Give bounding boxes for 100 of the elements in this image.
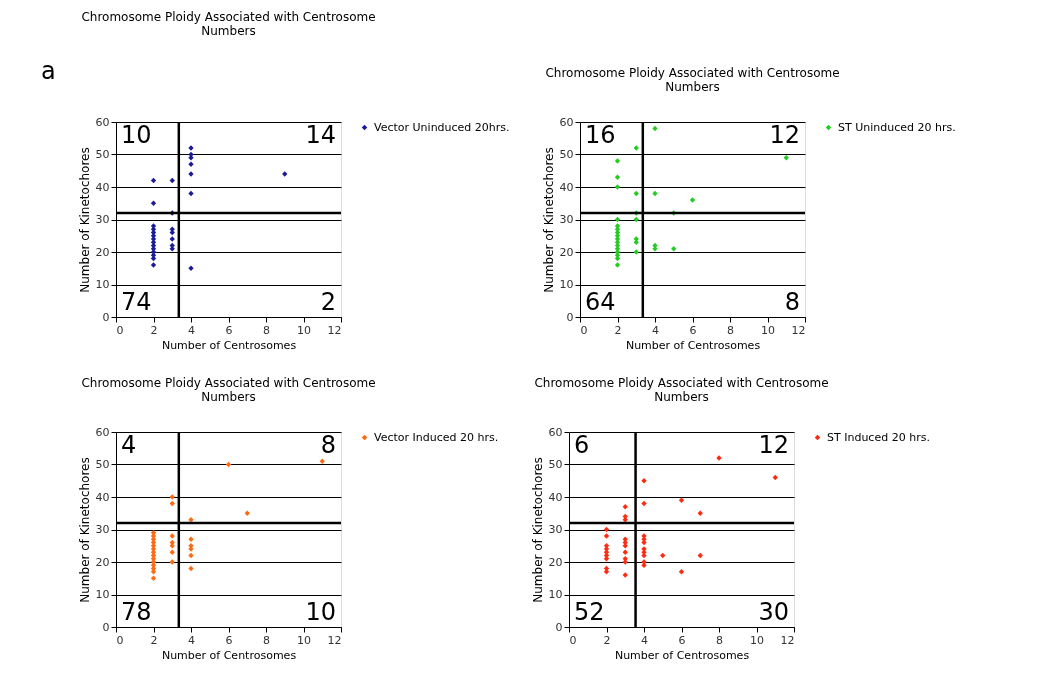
x-tick-label: 6 <box>225 633 233 647</box>
x-tick-label: 12 <box>780 633 795 647</box>
point <box>169 226 175 232</box>
y-tick-label: 20 <box>548 555 563 569</box>
x-axis-title: Number of Centrosomes <box>161 338 297 352</box>
y-tick-label: 10 <box>95 588 110 601</box>
y-tick-label: 40 <box>548 490 563 504</box>
point <box>652 125 658 132</box>
x-tick-label: 6 <box>689 323 697 337</box>
x-tick-label: 6 <box>678 633 686 647</box>
point <box>622 513 628 520</box>
point <box>603 526 610 533</box>
y-tick-label: 50 <box>95 458 110 471</box>
y-axis-title: Number of Kinetochores <box>77 457 92 603</box>
annotation: 8 <box>320 431 336 459</box>
y-tick-label: 30 <box>95 213 110 226</box>
x-tick-label: 12 <box>791 323 806 337</box>
point <box>772 474 778 481</box>
y-tick-label: 30 <box>95 523 110 536</box>
y-tick-label: 20 <box>559 245 574 259</box>
legend-label: Vector Uninduced 20hrs. <box>374 120 510 134</box>
point <box>633 216 639 223</box>
point <box>697 552 703 559</box>
annotation: 2 <box>320 288 336 316</box>
point <box>622 549 628 555</box>
y-tick-label: 10 <box>548 588 563 601</box>
annotation: 52 <box>574 598 605 626</box>
y-tick-label: 50 <box>95 148 110 161</box>
point <box>188 552 194 559</box>
x-tick-label: 2 <box>150 633 158 647</box>
y-tick-label: 20 <box>95 555 110 569</box>
x-tick-label: 0 <box>580 323 588 337</box>
annotation: 4 <box>121 431 137 459</box>
y-tick-label: 50 <box>548 458 563 471</box>
x-tick-label: 6 <box>225 323 233 337</box>
x-axis-title: Number of Centrosomes <box>625 338 761 352</box>
point <box>614 216 621 223</box>
point <box>641 500 647 507</box>
x-tick-label: 8 <box>716 633 723 647</box>
point <box>169 539 175 546</box>
text: a <box>41 57 56 85</box>
annotation: 64 <box>585 288 616 316</box>
point <box>614 174 621 180</box>
y-axis-title: Number of Kinetochores <box>541 147 556 293</box>
y-tick-label: 50 <box>559 148 574 161</box>
x-tick-label: 0 <box>116 323 124 337</box>
y-tick-label: 20 <box>95 245 110 259</box>
x-tick-label: 2 <box>603 633 611 647</box>
x-tick-label: 2 <box>150 323 158 337</box>
legend-label: ST Uninduced 20 hrs. <box>838 120 956 134</box>
y-tick-label: 30 <box>559 213 574 226</box>
point <box>603 565 610 572</box>
y-tick-label: 40 <box>559 180 574 194</box>
point <box>652 190 658 197</box>
x-tick-label: 12 <box>327 633 342 647</box>
x-tick-label: 8 <box>727 323 734 337</box>
point <box>697 510 703 516</box>
point <box>169 177 175 184</box>
annotation: 74 <box>121 288 152 316</box>
y-tick-label: 30 <box>548 523 563 536</box>
y-tick-label: 60 <box>559 115 574 129</box>
point <box>614 184 621 190</box>
y-tick-label: 0 <box>102 310 110 324</box>
point <box>603 533 610 539</box>
annotation: 10 <box>121 121 152 149</box>
annotation: 78 <box>121 598 152 626</box>
annotation: 16 <box>585 121 616 149</box>
x-tick-label: 2 <box>614 323 622 337</box>
x-tick-label: 4 <box>188 323 195 337</box>
y-axis-title: Number of Kinetochores <box>530 457 545 603</box>
point <box>319 458 325 464</box>
point <box>150 575 157 581</box>
point <box>150 177 157 184</box>
x-tick-label: 0 <box>116 633 124 647</box>
y-axis-title: Number of Kinetochores <box>77 147 92 293</box>
annotation: 10 <box>305 598 336 626</box>
point <box>244 510 250 516</box>
point <box>660 552 666 559</box>
point <box>150 262 157 268</box>
x-tick-label: 4 <box>641 633 648 647</box>
legend-label: Vector Induced 20 hrs. <box>374 430 499 444</box>
y-tick-label: 60 <box>548 425 563 439</box>
y-tick-label: 0 <box>566 310 574 324</box>
x-tick-label: 4 <box>652 323 659 337</box>
x-tick-label: 8 <box>263 633 270 647</box>
legend-label: ST Induced 20 hrs. <box>827 430 930 444</box>
point <box>678 569 685 575</box>
y-tick-label: 0 <box>102 620 110 634</box>
y-tick-label: 60 <box>95 115 110 129</box>
y-tick-label: 10 <box>95 278 110 291</box>
y-tick-label: 40 <box>95 180 110 194</box>
x-tick-label: 10 <box>297 323 311 337</box>
x-axis-title: Number of Centrosomes <box>161 648 297 662</box>
point <box>188 190 194 197</box>
point <box>622 536 628 542</box>
point <box>169 549 175 555</box>
point <box>689 197 696 203</box>
point <box>622 504 628 510</box>
point <box>169 500 175 507</box>
chart-title: Chromosome Ploidy Associated with Centrosome Numbers <box>81 376 376 404</box>
